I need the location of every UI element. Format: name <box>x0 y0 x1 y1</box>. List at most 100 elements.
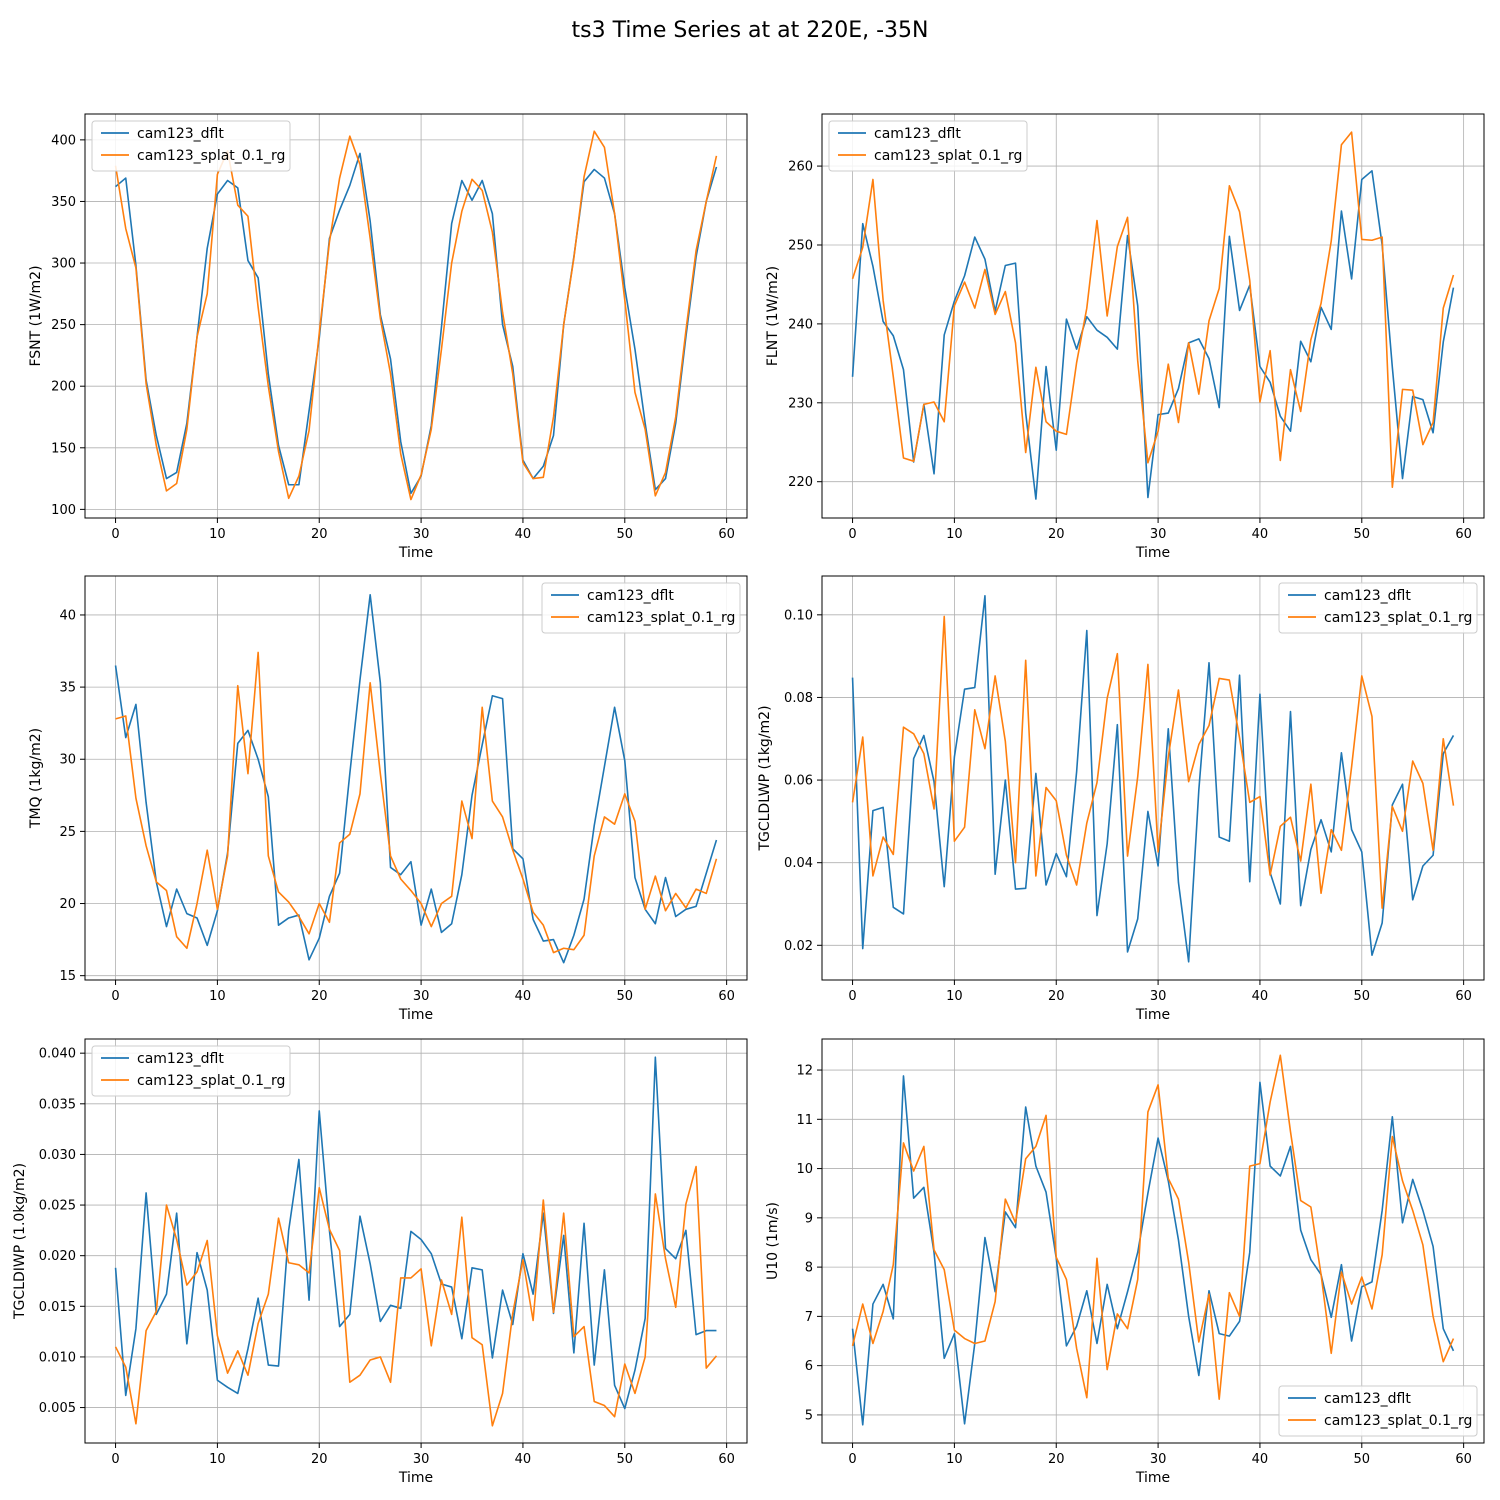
subplot-grid: 0 10 20 30 40 50 60100150200250300350400TimeFS… <box>12 113 1485 1486</box>
y-tick-label: 350 <box>51 195 76 210</box>
x-tick-label: 60 <box>718 1452 735 1467</box>
y-tick-label: 0.030 <box>39 1148 76 1163</box>
x-axis-ticks: 0 10 20 30 40 50 60 <box>111 980 735 1004</box>
legend-label-2: cam123_splat_0.1_rg <box>1324 610 1472 626</box>
y-tick-label: 100 <box>51 503 76 518</box>
legend: cam123_dflt cam123_splat_0.1_rg <box>541 582 741 634</box>
series-line-2 <box>851 131 1455 489</box>
legend: cam123_dflt cam123_splat_0.1_rg <box>91 120 291 172</box>
legend-label-1: cam123_dflt <box>587 588 674 604</box>
y-tick-label: 5 <box>805 1408 813 1423</box>
axes-frame <box>821 575 1485 981</box>
series-group <box>851 131 1455 500</box>
x-axis-label: Time <box>1135 1470 1170 1486</box>
x-tick-label: 30 <box>1150 527 1167 542</box>
y-tick-label: 230 <box>788 396 813 411</box>
y-tick-label: 11 <box>796 1113 813 1128</box>
y-axis-ticks: 0.005 0.010 0.015 0.020 0.025 0.030 0.035 0.040 <box>39 1047 85 1416</box>
x-tick-label: 10 <box>209 989 226 1004</box>
series-line-1 <box>851 170 1455 500</box>
x-tick-label: 60 <box>1455 989 1472 1004</box>
legend-label-1: cam123_dflt <box>1324 1391 1411 1407</box>
x-tick-label: 10 <box>946 989 963 1004</box>
x-tick-label: 0 <box>111 989 119 1004</box>
y-tick-label: 0.10 <box>784 608 813 623</box>
subplot-1: 0 10 20 30 40 50 60 100 150 200 250 300 350 400 Time FS… <box>28 113 748 561</box>
legend-label-1: cam123_dflt <box>1324 588 1411 604</box>
figure-title: ts3 Time Series at at 220E, -35N <box>571 18 928 43</box>
x-tick-label: 50 <box>1354 527 1371 542</box>
series-line-1 <box>851 1075 1455 1426</box>
legend-box <box>91 1045 291 1097</box>
x-axis-label: Time <box>398 545 433 561</box>
x-tick-label: 0 <box>848 1452 856 1467</box>
y-tick-label: 0.015 <box>39 1300 76 1315</box>
x-tick-label: 0 <box>111 527 119 542</box>
x-axis-ticks: 0 10 20 30 40 50 60 <box>111 518 735 542</box>
subplot-6: 0 10 20 30 40 50 60 5 6 7 8 9 10 11 12 Time U10 (1m/s) ca… <box>765 1038 1485 1486</box>
x-axis-label: Time <box>1135 1007 1170 1023</box>
legend-box <box>541 582 741 634</box>
subplot-5: 0 10 20 30 40 50 600.0050.0100.0150.0200.0250.… <box>12 1038 748 1486</box>
y-tick-label: 40 <box>59 608 76 623</box>
x-tick-label: 40 <box>515 1452 532 1467</box>
x-tick-label: 20 <box>1048 1452 1065 1467</box>
series-line-1 <box>851 595 1455 963</box>
x-tick-label: 20 <box>311 527 328 542</box>
legend-label-1: cam123_dflt <box>874 126 961 142</box>
legend: cam123_dflt cam123_splat_0.1_rg <box>828 120 1028 172</box>
y-axis-ticks: 220 230 240 250 260 <box>788 160 822 490</box>
y-tick-label: 8 <box>805 1261 813 1276</box>
axes-frame <box>821 113 1485 519</box>
x-axis-label: Time <box>1135 545 1170 561</box>
x-tick-label: 30 <box>1150 1452 1167 1467</box>
legend-box <box>828 120 1028 172</box>
series-line-2 <box>851 1054 1455 1400</box>
y-axis-label: TGCLDIWP (1.0kg/m2) <box>12 1163 28 1320</box>
x-tick-label: 50 <box>1354 1452 1371 1467</box>
legend-label-1: cam123_dflt <box>137 1051 224 1067</box>
x-tick-label: 40 <box>515 527 532 542</box>
x-tick-label: 0 <box>111 1452 119 1467</box>
x-tick-label: 50 <box>617 527 634 542</box>
x-tick-label: 10 <box>209 1452 226 1467</box>
y-tick-label: 0.020 <box>39 1249 76 1264</box>
y-axis-ticks: 100 150 200 250 300 350 400 <box>51 133 85 518</box>
axes-frame <box>84 113 748 519</box>
x-tick-label: 20 <box>311 989 328 1004</box>
series-line-1 <box>114 1056 717 1410</box>
y-tick-label: 35 <box>59 681 76 696</box>
y-tick-label: 0.010 <box>39 1350 76 1365</box>
x-tick-label: 30 <box>1150 989 1167 1004</box>
subplot-2: 0 10 20 30 40 50 60 220 230 240 250 260 Time FLNT (1W… <box>765 113 1485 561</box>
legend-label-2: cam123_splat_0.1_rg <box>137 1073 285 1089</box>
y-axis-ticks: 5 6 7 8 9 10 11 12 <box>796 1064 822 1423</box>
x-tick-label: 10 <box>946 527 963 542</box>
x-tick-label: 60 <box>718 527 735 542</box>
series-group <box>851 1054 1455 1426</box>
x-tick-label: 0 <box>848 527 856 542</box>
series-group <box>851 595 1455 963</box>
x-axis-ticks: 0 10 20 30 40 50 60 <box>848 518 1472 542</box>
y-tick-label: 12 <box>796 1064 813 1079</box>
y-tick-label: 10 <box>796 1162 813 1177</box>
legend-label-1: cam123_dflt <box>137 126 224 142</box>
y-tick-label: 0.040 <box>39 1047 76 1062</box>
axes-frame <box>84 575 748 981</box>
series-line-2 <box>114 130 718 501</box>
x-axis-label: Time <box>398 1007 433 1023</box>
grid-lines <box>85 1039 747 1443</box>
series-line-2 <box>114 1165 718 1427</box>
legend-label-2: cam123_splat_0.1_rg <box>587 610 735 626</box>
x-tick-label: 30 <box>413 527 430 542</box>
x-axis-ticks: 0 10 20 30 40 50 60 <box>848 1443 1472 1467</box>
x-tick-label: 60 <box>718 989 735 1004</box>
y-axis-label: FLNT (1W/m2) <box>765 266 781 366</box>
x-tick-label: 20 <box>1048 527 1065 542</box>
x-tick-label: 40 <box>515 989 532 1004</box>
y-tick-label: 400 <box>51 133 76 148</box>
y-tick-label: 6 <box>805 1359 813 1374</box>
y-axis-label: U10 (1m/s) <box>765 1202 781 1280</box>
